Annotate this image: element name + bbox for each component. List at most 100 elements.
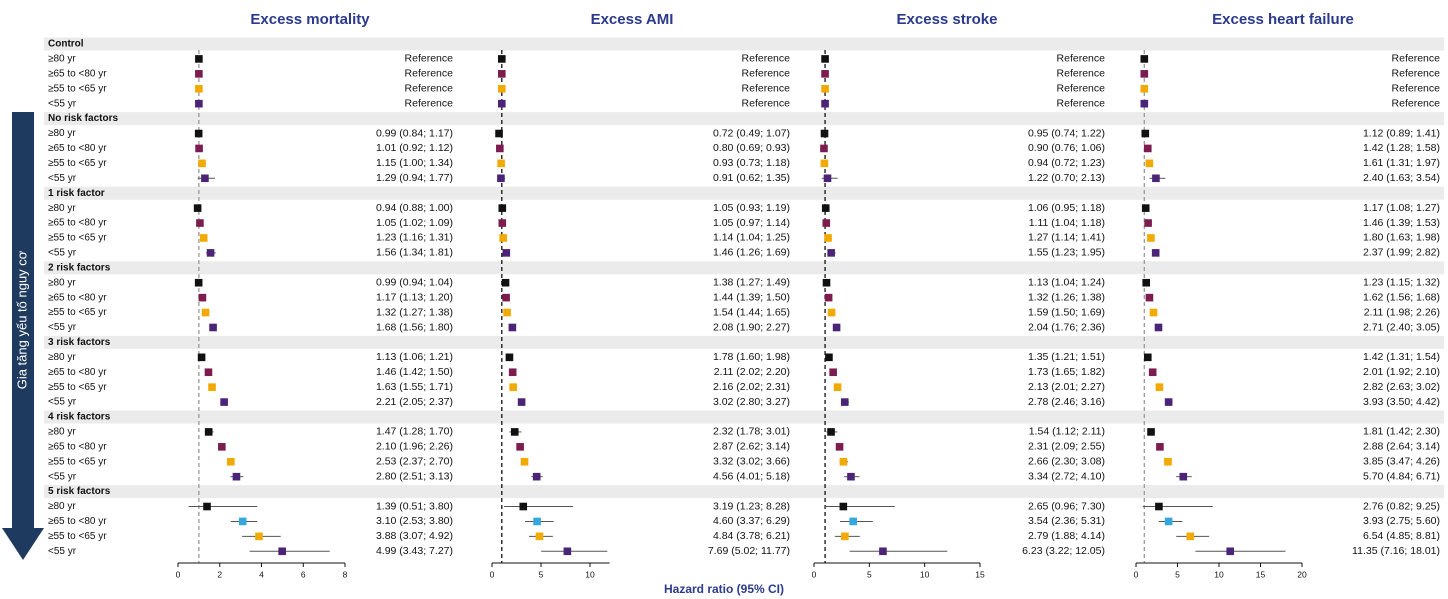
group-band (44, 187, 1444, 200)
hr-marker (1165, 398, 1173, 406)
value-label: 1.46 (1.26; 1.69) (713, 247, 790, 259)
value-label: 1.44 (1.39; 1.50) (713, 291, 790, 303)
x-tick-label: 5 (539, 569, 544, 579)
hr-marker (821, 85, 829, 93)
hr-marker (1142, 279, 1150, 287)
hr-marker (1165, 518, 1173, 526)
age-label: ≥80 yr (48, 203, 76, 214)
hr-marker (200, 234, 208, 242)
value-label: Reference (1392, 53, 1441, 65)
age-label: ≥80 yr (48, 54, 76, 65)
hr-marker (498, 55, 506, 63)
value-label: 1.42 (1.28; 1.58) (1363, 142, 1440, 154)
hr-marker (1144, 219, 1152, 227)
value-label: 11.35 (7.16; 18.01) (1352, 545, 1440, 557)
hr-marker (822, 219, 830, 227)
value-label: 2.10 (1.96; 2.26) (376, 441, 453, 453)
value-label: 1.13 (1.04; 1.24) (1028, 277, 1105, 289)
x-tick-label: 5 (1175, 569, 1180, 579)
hr-marker (278, 547, 286, 555)
value-label: 6.23 (3.22; 12.05) (1022, 545, 1105, 557)
value-label: 1.12 (0.89; 1.41) (1363, 127, 1440, 139)
hr-marker (1152, 249, 1160, 257)
hr-marker (840, 458, 848, 466)
value-label: 2.11 (2.02; 2.20) (714, 366, 790, 378)
value-label: Reference (742, 97, 791, 109)
hr-marker (533, 473, 541, 481)
hr-marker (1152, 174, 1160, 182)
value-label: 0.99 (0.84; 1.17) (376, 127, 453, 139)
value-label: 1.17 (1.08; 1.27) (1363, 202, 1440, 214)
value-label: 2.01 (1.92; 2.10) (1363, 366, 1440, 378)
value-label: 1.32 (1.27; 1.38) (376, 306, 453, 318)
x-tick-label: 0 (490, 569, 495, 579)
value-label: 1.32 (1.26; 1.38) (1028, 291, 1105, 303)
value-label: 1.46 (1.39; 1.53) (1363, 217, 1440, 229)
hr-marker (205, 368, 213, 376)
age-label: <55 yr (48, 546, 77, 557)
value-label: 1.46 (1.42; 1.50) (376, 366, 453, 378)
value-label: 2.53 (2.37; 2.70) (376, 456, 453, 468)
value-label: 1.78 (1.60; 1.98) (713, 351, 790, 363)
hr-marker (821, 130, 829, 138)
value-label: 1.05 (1.02; 1.09) (376, 217, 453, 229)
value-label: 1.38 (1.27; 1.49) (713, 277, 790, 289)
value-label: Reference (742, 68, 791, 80)
age-label: ≥55 to <65 yr (48, 233, 107, 244)
group-band (44, 411, 1444, 424)
value-label: 1.23 (1.15; 1.32) (1363, 277, 1440, 289)
hr-marker (195, 70, 203, 78)
hr-marker (821, 55, 829, 63)
hr-marker (1226, 547, 1234, 555)
value-label: 1.59 (1.50; 1.69) (1028, 306, 1105, 318)
value-label: Reference (1392, 97, 1441, 109)
value-label: 1.54 (1.44; 1.65) (713, 306, 790, 318)
value-label: 2.04 (1.76; 2.36) (1028, 321, 1105, 333)
value-label: 1.17 (1.13; 1.20) (376, 291, 453, 303)
value-label: 2.80 (2.51; 3.13) (376, 470, 453, 482)
hr-marker (497, 160, 505, 168)
hr-marker (496, 145, 504, 153)
age-label: ≥55 to <65 yr (48, 382, 107, 393)
value-label: 2.65 (0.96; 7.30) (1028, 500, 1105, 512)
panel-title: Excess stroke (897, 11, 998, 28)
value-label: 1.23 (1.16; 1.31) (376, 232, 453, 244)
hr-marker (821, 100, 829, 108)
x-tick-label: 0 (176, 569, 181, 579)
hr-marker (227, 458, 235, 466)
value-label: 2.76 (0.82; 9.25) (1363, 500, 1440, 512)
x-tick-label: 0 (812, 569, 817, 579)
age-label: ≥65 to <80 yr (48, 68, 107, 79)
hr-marker (499, 234, 507, 242)
hr-marker (497, 174, 505, 182)
hr-marker (220, 398, 228, 406)
hr-marker (509, 324, 517, 332)
value-label: 3.93 (3.50; 4.42) (1363, 396, 1440, 408)
hr-marker (218, 443, 226, 451)
value-label: 1.56 (1.34; 1.81) (376, 247, 453, 259)
value-label: 1.39 (0.51; 3.80) (376, 500, 453, 512)
value-label: 0.80 (0.69; 0.93) (713, 142, 790, 154)
value-label: 1.73 (1.65; 1.82) (1028, 366, 1105, 378)
value-label: 2.08 (1.90; 2.27) (713, 321, 790, 333)
value-label: 2.37 (1.99; 2.82) (1363, 247, 1440, 259)
hr-marker (502, 294, 510, 302)
hr-marker (1149, 368, 1157, 376)
hr-marker (1146, 294, 1154, 302)
x-tick-label: 2 (217, 569, 222, 579)
group-label: 4 risk factors (48, 412, 111, 423)
age-label: ≥65 to <80 yr (48, 367, 107, 378)
hr-marker (195, 55, 203, 63)
age-label: <55 yr (48, 248, 77, 259)
hr-marker (841, 398, 849, 406)
hr-marker (533, 518, 541, 526)
value-label: 3.02 (2.80; 3.27) (713, 396, 790, 408)
value-label: 2.13 (2.01; 2.27) (1028, 381, 1105, 393)
hr-marker (821, 70, 829, 78)
hr-marker (828, 309, 836, 317)
value-label: Reference (405, 83, 454, 95)
value-label: 3.93 (2.75; 5.60) (1363, 515, 1440, 527)
hr-marker (521, 458, 529, 466)
hr-marker (536, 533, 544, 541)
value-label: 1.14 (1.04; 1.25) (713, 232, 790, 244)
